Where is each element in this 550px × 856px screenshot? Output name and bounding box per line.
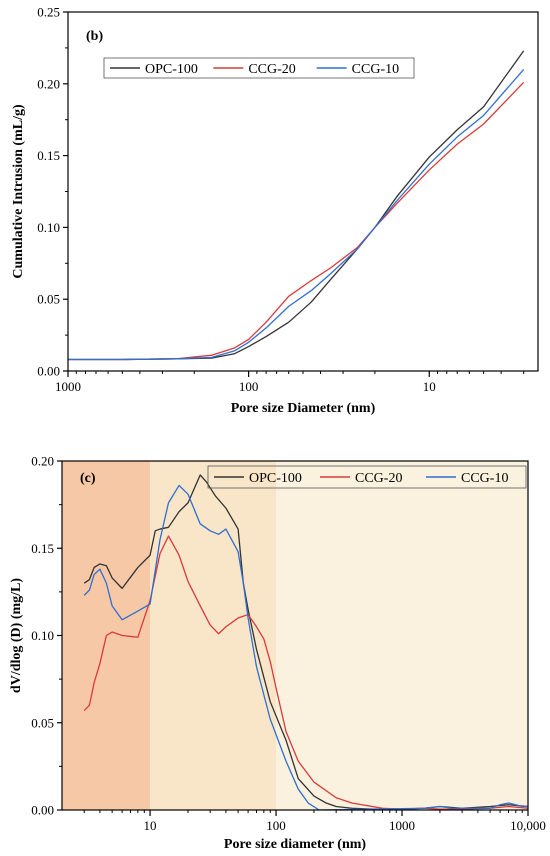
y-tick-label: 0.00 [37,364,60,379]
legend-label-opc-100: OPC-100 [145,62,198,77]
series-line-ccg-10 [68,69,525,361]
y-tick-label: 0.10 [37,220,60,235]
y-tick-label: 0.20 [31,454,54,469]
y-tick-label: 0.10 [31,628,54,643]
x-axis-label: Pore size Diameter (nm) [231,401,376,416]
x-tick-label: 100 [266,818,286,833]
x-tick-label: 1000 [55,379,81,394]
shaded-region-2 [150,461,277,810]
legend-label-ccg-10: CCG-10 [352,62,399,77]
legend-label-ccg-10: CCG-10 [461,471,508,486]
legend-frame [103,57,415,79]
x-tick-label: 100 [239,379,259,394]
x-tick-label: 1000 [389,818,415,833]
y-tick-label: 0.05 [37,292,60,307]
legend: OPC-100 CCG-20 CCG-10 [207,465,527,489]
chart-panel-1: 1000 100 10 0.00 0.05 0.10 0.15 0.20 0.25 Pore si… [11,5,539,416]
legend-frame [207,465,527,489]
legend-label-ccg-20: CCG-20 [248,62,295,77]
x-tick-label: 10 [423,379,436,394]
y-tick-label: 0.25 [37,5,60,20]
panel-label: (c) [80,471,96,486]
y-tick-label: 0.15 [31,541,54,556]
plot-frame [67,11,539,372]
legend-label-opc-100: OPC-100 [249,471,302,486]
x-axis-label: Pore size diameter (nm) [224,837,366,852]
y-axis-label: Cumulative Intrusion (mL/g) [11,104,26,279]
y-tick-label: 0.05 [31,715,54,730]
legend-label-ccg-20: CCG-20 [355,471,402,486]
series-line-opc-100 [68,50,525,361]
y-tick-label: 0.15 [37,148,60,163]
chart-panel-2: 10 100 1000 10,000 0.00 0.05 0.10 0.15 0.20 Pore … [9,454,546,853]
x-tick-label: 10 [144,818,157,833]
legend: OPC-100 CCG-20 CCG-10 [103,57,415,79]
series-line-ccg-20 [68,81,525,361]
y-tick-label: 0.20 [37,76,60,91]
panel-label: (b) [86,29,103,44]
series-line-ccg-10 [83,484,528,810]
y-tick-label: 0.00 [31,803,54,818]
shaded-region-3 [276,461,528,810]
x-tick-label: 10,000 [510,818,546,833]
y-axis-label: dV/dlog (D) (mg/L) [9,578,24,693]
